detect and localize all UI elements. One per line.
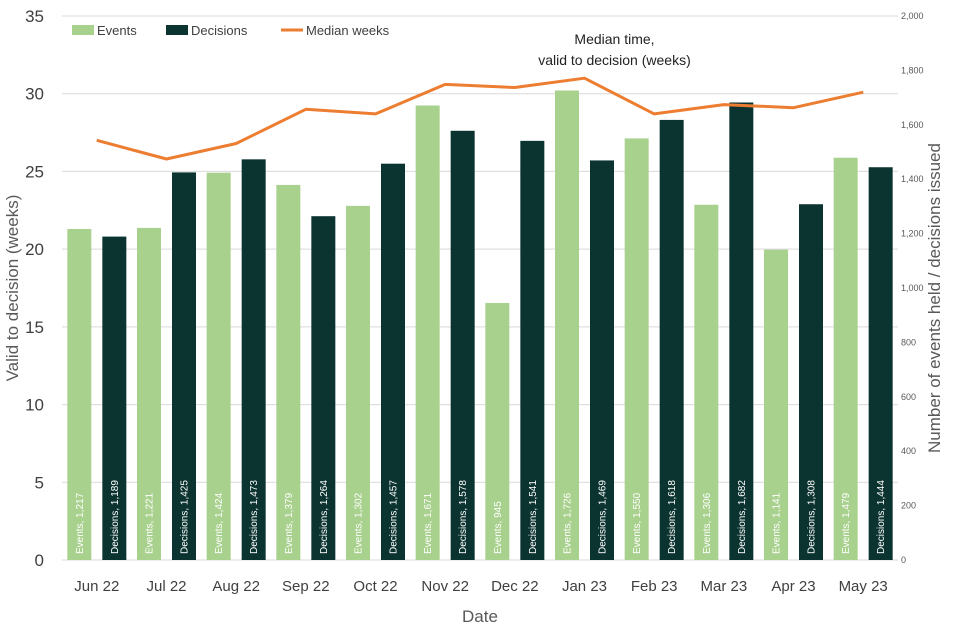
events-data-label: Events, 1,726: [563, 492, 574, 554]
x-tick-label: Mar 23: [700, 578, 747, 595]
legend-label: Events: [97, 23, 137, 38]
decisions-data-label: Decisions, 1,425: [180, 480, 191, 554]
x-axis-title: Date: [462, 607, 498, 626]
decisions-data-label: Decisions, 1,541: [528, 480, 539, 554]
y-right-tick-label: 400: [901, 446, 916, 456]
events-bar: [206, 172, 231, 560]
y-right-tick-label: 200: [901, 501, 916, 511]
decisions-data-label: Decisions, 1,473: [249, 480, 260, 554]
events-bar: [67, 228, 92, 560]
legend-label: Median weeks: [306, 23, 390, 38]
decisions-bar: [659, 119, 684, 561]
median-annotation: Median time,: [574, 31, 654, 47]
y-left-tick-label: 15: [25, 318, 44, 337]
median-annotation: valid to decision (weeks): [538, 52, 691, 68]
decisions-bar: [172, 172, 196, 560]
events-data-label: Events, 1,217: [75, 492, 86, 554]
y-left-tick-label: 10: [25, 396, 44, 415]
x-tick-label: Apr 23: [771, 578, 815, 595]
events-data-label: Events, 1,671: [423, 492, 434, 554]
events-bar: [764, 249, 788, 560]
events-data-label: Events, 945: [493, 501, 504, 554]
legend-swatch-decisions: [166, 25, 188, 35]
median-weeks-line: [96, 76, 864, 161]
y-right-axis-title: Number of events held / decisions issued: [925, 143, 944, 453]
legend-label: Decisions: [191, 23, 248, 38]
decisions-data-label: Decisions, 1,469: [598, 480, 609, 554]
y-right-tick-label: 1,800: [901, 65, 924, 75]
x-tick-label: Dec 22: [491, 578, 539, 595]
events-data-label: Events, 1,306: [702, 492, 713, 554]
events-bar: [624, 138, 649, 560]
events-data-label: Events, 1,141: [772, 492, 783, 554]
decisions-bar: [450, 130, 475, 560]
x-tick-label: Jan 23: [562, 578, 607, 595]
decisions-bar: [590, 160, 614, 560]
decisions-bar: [729, 102, 754, 560]
decisions-data-label: Decisions, 1,264: [319, 480, 330, 554]
x-tick-label: Jun 22: [74, 578, 119, 595]
events-bar: [555, 90, 579, 560]
y-right-tick-label: 1,000: [901, 283, 924, 293]
events-bar: [833, 157, 858, 560]
events-data-label: Events, 1,479: [841, 492, 852, 554]
decisions-bar: [381, 163, 405, 561]
decisions-data-label: Decisions, 1,189: [110, 480, 121, 554]
y-left-tick-label: 25: [25, 162, 44, 181]
events-data-label: Events, 1,379: [284, 492, 295, 554]
decisions-data-label: Decisions, 1,444: [876, 480, 887, 554]
events-bar: [415, 105, 440, 560]
y-right-tick-label: 0: [901, 555, 906, 565]
events-bar: [346, 205, 370, 560]
x-tick-label: Jul 22: [146, 578, 186, 595]
decisions-bar: [241, 159, 266, 560]
y-right-tick-label: 600: [901, 392, 916, 402]
events-data-label: Events, 1,424: [214, 492, 225, 554]
y-right-tick-label: 1,200: [901, 229, 924, 239]
decisions-data-label: Decisions, 1,618: [667, 480, 678, 554]
decisions-bar: [311, 216, 336, 560]
x-tick-label: May 23: [839, 578, 888, 595]
events-bar: [276, 184, 301, 561]
events-data-label: Events, 1,221: [145, 492, 156, 554]
decisions-bar: [520, 140, 545, 560]
events-bar: [485, 302, 510, 560]
x-tick-label: Nov 22: [421, 578, 469, 595]
events-data-label: Events, 1,302: [354, 492, 365, 554]
events-data-label: Events, 1,550: [632, 492, 643, 554]
x-tick-label: Aug 22: [212, 578, 260, 595]
decisions-data-label: Decisions, 1,578: [458, 480, 469, 554]
y-right-tick-label: 1,400: [901, 174, 924, 184]
legend-swatch-events: [72, 25, 94, 35]
decisions-data-label: Decisions, 1,308: [807, 480, 818, 554]
x-tick-label: Oct 22: [353, 578, 397, 595]
y-left-tick-label: 30: [25, 85, 44, 104]
decisions-data-label: Decisions, 1,457: [389, 480, 400, 554]
y-left-tick-label: 35: [25, 7, 44, 26]
x-tick-label: Feb 23: [631, 578, 678, 595]
decisions-bar: [868, 167, 893, 560]
y-right-tick-label: 2,000: [901, 11, 924, 21]
y-left-tick-label: 5: [35, 473, 44, 492]
y-right-tick-label: 1,600: [901, 120, 924, 130]
y-right-tick-label: 800: [901, 337, 916, 347]
events-bar: [137, 227, 161, 560]
decisions-bar: [799, 204, 823, 560]
y-left-tick-label: 20: [25, 240, 44, 259]
y-left-tick-label: 0: [35, 551, 44, 570]
decisions-data-label: Decisions, 1,682: [737, 480, 748, 554]
decisions-bar: [102, 236, 127, 561]
x-tick-label: Sep 22: [282, 578, 330, 595]
events-bar: [694, 204, 719, 560]
y-left-axis-title: Valid to decision (weeks): [3, 195, 22, 382]
